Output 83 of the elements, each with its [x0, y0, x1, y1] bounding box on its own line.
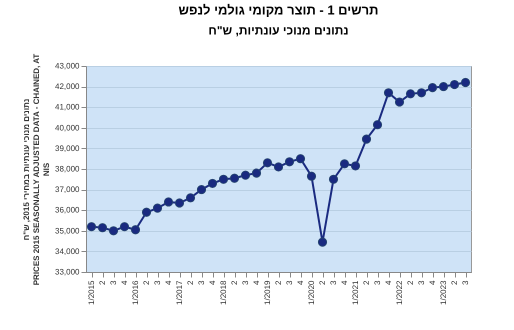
x-tick-label: 3: [373, 280, 382, 285]
x-tick-label: 3: [329, 280, 338, 285]
point: [428, 83, 438, 92]
x-tick-label: 1/2016: [131, 280, 140, 305]
point: [372, 120, 382, 130]
x-tick-label: 3: [197, 280, 206, 285]
point: [438, 82, 448, 92]
x-tick-label: 3: [153, 280, 162, 285]
point: [130, 225, 140, 234]
x-tick-label: 2: [406, 280, 415, 285]
x-tick-label: 1/2021: [351, 280, 360, 305]
x-tick-label: 4: [296, 280, 305, 285]
x-tick-label: 1/2022: [395, 280, 404, 305]
point: [152, 204, 162, 213]
x-tick-label: 1/2018: [219, 280, 228, 305]
x-tick-label: 1/2017: [175, 280, 184, 305]
x-tick-label: 3: [285, 280, 294, 285]
x-tick-label: 4: [340, 280, 349, 285]
point: [196, 185, 206, 194]
y-tick-label: 40,000: [55, 123, 80, 132]
x-tick-label: 1/2020: [307, 280, 316, 305]
x-tick-label: 4: [164, 280, 173, 285]
x-tick-label: 2: [274, 280, 283, 285]
point: [108, 226, 118, 236]
point: [406, 89, 416, 98]
y-tick-label: 37,000: [55, 185, 80, 194]
x-tick-label: 3: [461, 280, 470, 285]
point: [142, 208, 152, 217]
point: [416, 88, 426, 98]
point: [460, 78, 470, 88]
chart-title: תרשים 1 - תוצר מקומי גולמי לנפש: [178, 2, 378, 18]
point: [186, 193, 196, 202]
x-tick-label: 2: [230, 280, 239, 285]
point: [296, 154, 306, 164]
point: [230, 174, 240, 183]
y-tick-label: 43,000: [55, 62, 80, 70]
x-tick-label: 2: [362, 280, 371, 285]
x-tick-label: 2: [142, 280, 151, 285]
point: [218, 174, 228, 184]
point: [384, 88, 394, 98]
x-tick-label: 3: [109, 280, 118, 285]
x-tick-label: 1/2015: [87, 280, 96, 305]
y-tick-label: 34,000: [55, 246, 80, 256]
point: [350, 161, 360, 170]
x-tick-label: 3: [417, 280, 426, 285]
point: [208, 178, 218, 188]
point: [174, 198, 184, 208]
x-tick-label: 4: [428, 280, 437, 285]
y-tick-label: 35,000: [55, 226, 80, 236]
point: [306, 172, 316, 181]
y-tick-label: 33,000: [55, 268, 80, 276]
x-tick-label: 4: [120, 280, 129, 285]
point: [318, 238, 328, 247]
point: [274, 162, 284, 172]
point: [240, 170, 250, 180]
x-tick-label: 4: [384, 280, 393, 285]
x-tick-label: 4: [252, 280, 261, 285]
point: [394, 97, 404, 107]
point: [164, 197, 174, 207]
x-tick-label: 2: [98, 280, 107, 285]
point: [340, 159, 350, 168]
y-tick-label: 38,000: [55, 164, 80, 174]
point: [328, 174, 338, 184]
y-tick-label: 39,000: [55, 144, 80, 153]
y-tick-label: 36,000: [55, 206, 80, 215]
point: [284, 157, 294, 166]
point: [362, 134, 372, 144]
point: [120, 222, 130, 232]
x-tick-label: 2: [186, 280, 195, 285]
point: [262, 158, 272, 168]
x-tick-label: 2: [318, 280, 327, 285]
point: [86, 222, 96, 232]
point: [450, 80, 460, 90]
point: [252, 168, 262, 178]
x-tick-label: 1/2019: [263, 280, 272, 305]
y-tick-label: 42,000: [55, 82, 80, 92]
y-tick-label: 41,000: [55, 102, 80, 112]
x-tick-label: 4: [208, 280, 217, 285]
x-tick-label: 2: [450, 280, 459, 285]
point: [98, 223, 108, 232]
x-tick-label: 1/2023: [439, 280, 448, 305]
x-tick-label: 3: [241, 280, 250, 285]
chart-subtitle: נתונים מנוכי עונתיות, ש"ח: [208, 24, 349, 38]
